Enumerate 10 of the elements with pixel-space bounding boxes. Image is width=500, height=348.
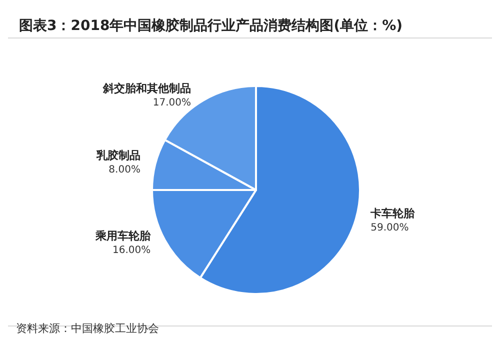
slice-label: 卡车轮胎: [370, 207, 416, 220]
slice-label: 乳胶制品: [95, 149, 140, 162]
text: 资料来源：中国橡胶工业协会: [16, 322, 159, 335]
data-label: 17.00%: [152, 97, 192, 108]
chart-title: 图表3：2018年中国橡胶制品行业产品消费结构图(单位：%): [19, 17, 403, 34]
data-label: 16.00%: [112, 244, 151, 256]
data-label: 59.00%: [370, 222, 409, 234]
data-label: 8.00%: [108, 164, 140, 176]
slice-label: 乘用车轮胎: [94, 229, 152, 242]
slice-label: 斜交胎和其他制品: [102, 82, 192, 95]
